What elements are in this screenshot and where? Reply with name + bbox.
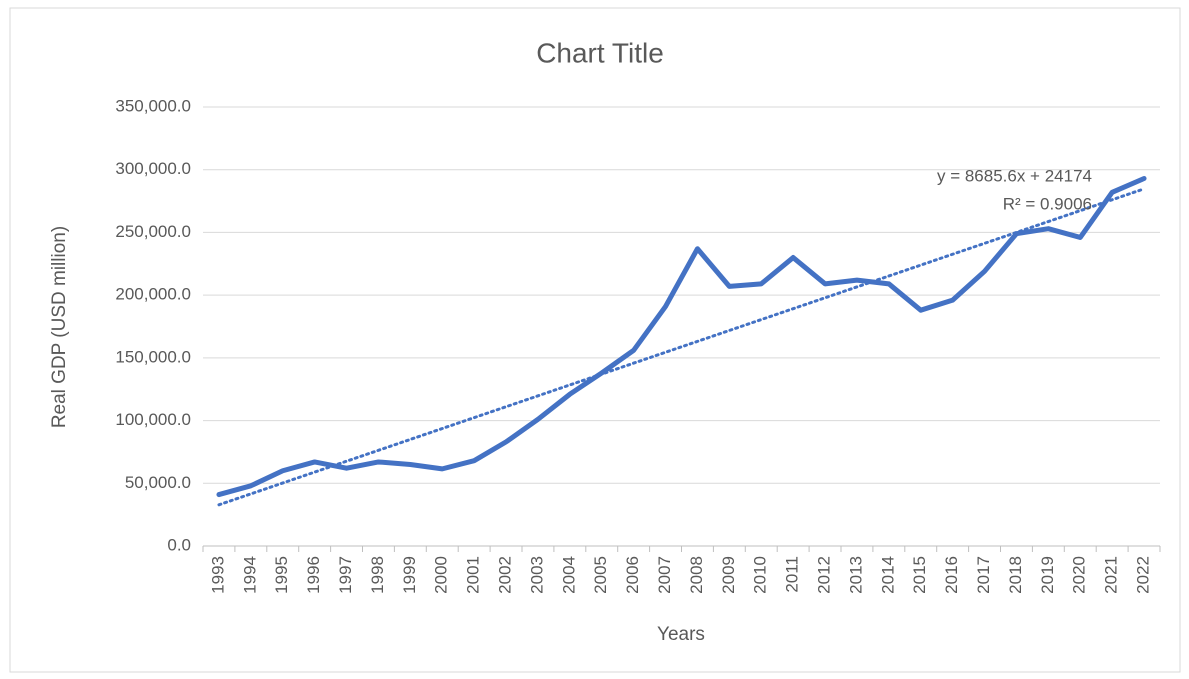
x-tick-label: 2014: [878, 556, 897, 594]
y-tick-label: 0.0: [167, 535, 191, 554]
x-axis-label: Years: [657, 624, 705, 645]
x-tick-label: 2005: [591, 556, 610, 594]
x-tick-label: 2003: [527, 556, 546, 594]
x-tick-label: 2004: [559, 556, 578, 594]
x-tick-label: 2018: [1006, 556, 1025, 594]
trendline: [217, 187, 1146, 507]
x-tick-label: 1995: [272, 556, 291, 594]
x-tick-label: 2015: [910, 556, 929, 594]
y-tick-label: 100,000.0: [115, 410, 191, 429]
y-tick-label: 300,000.0: [115, 159, 191, 178]
y-tick-label: 350,000.0: [115, 96, 191, 115]
x-tick-label: 2017: [974, 556, 993, 594]
x-tick-label: 2021: [1102, 556, 1121, 594]
x-tick-label: 2010: [751, 556, 770, 594]
chart-title: Chart Title: [536, 37, 664, 68]
y-tick-label: 250,000.0: [115, 222, 191, 241]
x-tick-label: 2000: [432, 556, 451, 594]
y-tick-label: 50,000.0: [125, 473, 191, 492]
x-tick-label: 1996: [304, 556, 323, 594]
y-tick-label: 200,000.0: [115, 285, 191, 304]
trendline-r-squared: R² = 0.9006: [1003, 194, 1092, 213]
x-tick-label: 2008: [687, 556, 706, 594]
y-axis-label: Real GDP (USD million): [49, 226, 70, 428]
x-tick-label: 1999: [400, 556, 419, 594]
x-tick-label: 1993: [208, 556, 227, 594]
trendline-equation: y = 8685.6x + 24174: [937, 166, 1092, 185]
x-tick-label: 2013: [846, 556, 865, 594]
x-tick-label: 1994: [240, 556, 259, 594]
chart-border: [9, 7, 1181, 673]
x-tick-label: 2001: [464, 556, 483, 594]
data-line: [216, 175, 1147, 498]
y-tick-label: 150,000.0: [115, 347, 191, 366]
x-tick-label: 1997: [336, 556, 355, 594]
x-tick-label: 2002: [496, 556, 515, 594]
x-tick-label: 2011: [783, 556, 802, 593]
x-tick-label: 2016: [942, 556, 961, 594]
x-tick-label: 2022: [1134, 556, 1153, 594]
x-tick-label: 2009: [719, 556, 738, 594]
x-tick-label: 2012: [815, 556, 834, 594]
x-tick-label: 2006: [623, 556, 642, 594]
x-tick-label: 2007: [655, 556, 674, 594]
x-tick-label: 2020: [1070, 556, 1089, 594]
x-tick-label: 2019: [1038, 556, 1057, 594]
x-tick-label: 1998: [368, 556, 387, 594]
